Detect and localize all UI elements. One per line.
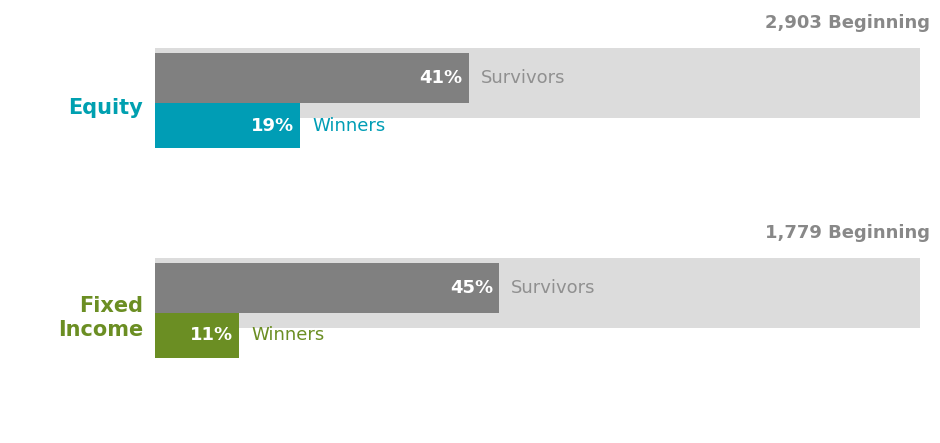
Text: Survivors: Survivors — [480, 69, 565, 87]
Text: 41%: 41% — [419, 69, 462, 87]
Bar — [155, 258, 920, 328]
Text: Survivors: Survivors — [511, 279, 596, 297]
Bar — [155, 103, 301, 148]
Text: 19%: 19% — [251, 117, 294, 135]
Bar — [155, 313, 239, 358]
Text: Winners: Winners — [251, 326, 324, 345]
Text: Equity: Equity — [69, 98, 143, 118]
Text: 45%: 45% — [450, 279, 494, 297]
Text: Fixed
Income: Fixed Income — [57, 296, 143, 340]
Bar — [155, 263, 499, 313]
Bar — [155, 48, 920, 118]
Text: 11%: 11% — [190, 326, 233, 345]
Text: Winners: Winners — [312, 117, 385, 135]
Bar — [155, 53, 469, 103]
Text: 1,779 Beginning: 1,779 Beginning — [765, 224, 930, 242]
Text: 2,903 Beginning: 2,903 Beginning — [765, 14, 930, 32]
